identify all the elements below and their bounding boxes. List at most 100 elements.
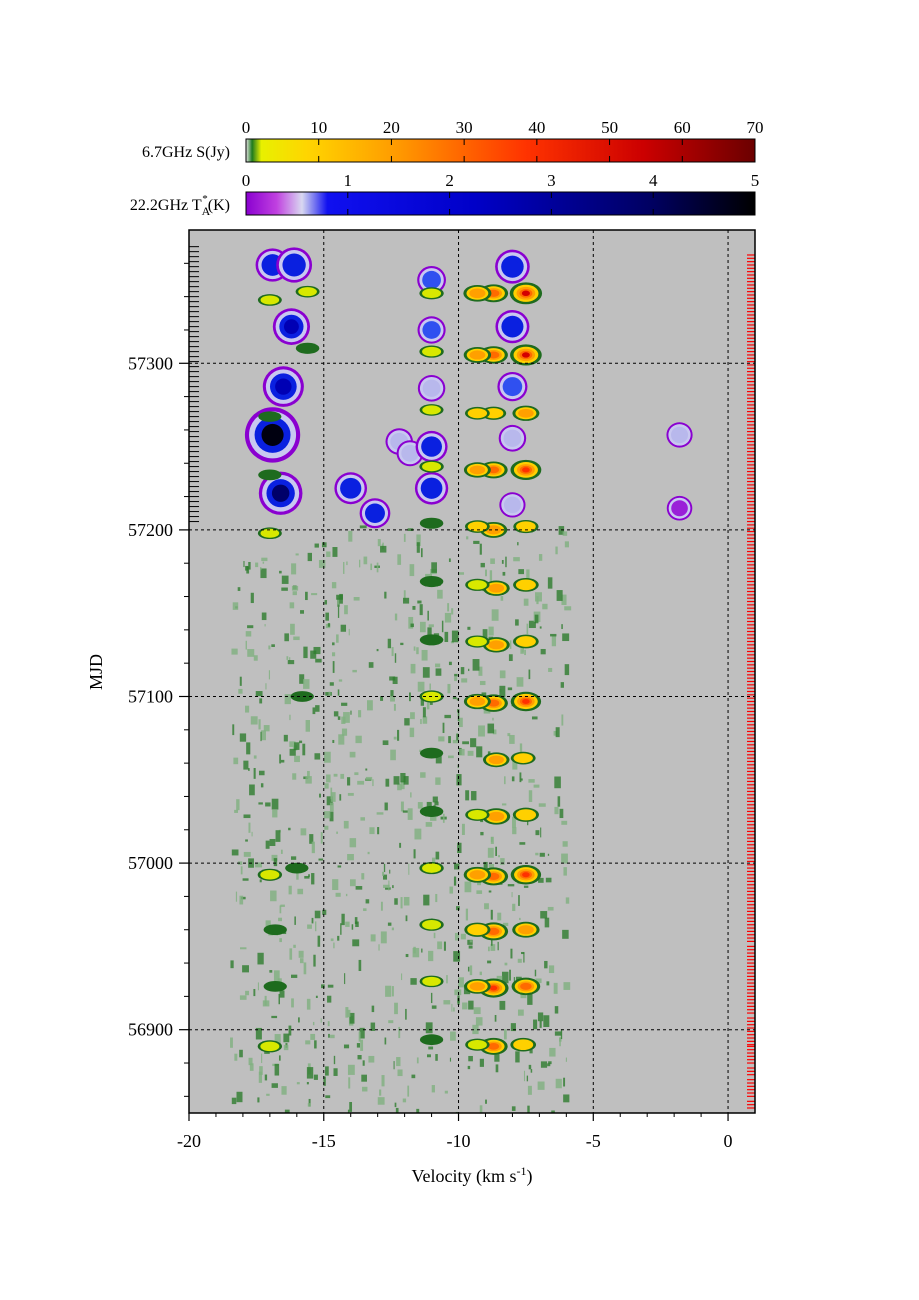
methanol-noise-mark bbox=[524, 649, 526, 656]
methanol-noise-mark bbox=[289, 948, 293, 960]
methanol-noise-mark bbox=[479, 680, 486, 686]
methanol-noise-mark bbox=[327, 1021, 330, 1027]
methanol-maser-feature bbox=[260, 1041, 280, 1052]
methanol-noise-mark bbox=[240, 896, 246, 900]
methanol-noise-mark bbox=[353, 597, 360, 601]
methanol-maser-feature bbox=[471, 289, 483, 297]
methanol-noise-mark bbox=[255, 1027, 262, 1040]
methanol-noise-mark bbox=[453, 951, 461, 962]
methanol-noise-mark bbox=[528, 790, 533, 802]
methanol-noise-mark bbox=[545, 877, 552, 883]
methanol-noise-mark bbox=[273, 970, 280, 982]
water-maser-feature bbox=[424, 481, 439, 495]
colorbar-tick-label: 50 bbox=[601, 118, 618, 137]
methanol-noise-mark bbox=[539, 1020, 542, 1028]
methanol-noise-mark bbox=[380, 695, 384, 701]
methanol-noise-mark bbox=[344, 973, 346, 985]
methanol-maser-feature bbox=[290, 691, 314, 702]
methanol-noise-mark bbox=[251, 831, 253, 837]
methanol-noise-mark bbox=[556, 590, 563, 601]
methanol-noise-mark bbox=[471, 791, 477, 801]
methanol-noise-mark bbox=[410, 792, 412, 798]
methanol-noise-mark bbox=[417, 681, 425, 692]
methanol-noise-mark bbox=[400, 642, 404, 646]
methanol-noise-mark bbox=[261, 612, 267, 621]
methanol-noise-mark bbox=[264, 1051, 270, 1054]
methanol-noise-mark bbox=[363, 556, 368, 565]
methanol-noise-mark bbox=[358, 959, 362, 972]
methanol-noise-mark bbox=[308, 874, 310, 877]
methanol-maser-feature bbox=[518, 637, 534, 646]
methanol-noise-mark bbox=[341, 716, 346, 724]
methanol-noise-mark bbox=[314, 1040, 317, 1049]
methanol-noise-mark bbox=[512, 757, 518, 770]
methanol-maser-feature bbox=[419, 517, 444, 529]
methanol-noise-mark bbox=[346, 561, 348, 566]
methanol-noise-mark bbox=[325, 1066, 329, 1076]
methanol-noise-mark bbox=[377, 539, 381, 547]
methanol-noise-mark bbox=[565, 1057, 567, 1062]
methanol-noise-mark bbox=[340, 923, 342, 935]
methanol-noise-mark bbox=[260, 568, 267, 579]
methanol-noise-mark bbox=[249, 1063, 254, 1071]
methanol-noise-mark bbox=[257, 1097, 260, 1103]
methanol-noise-mark bbox=[485, 1099, 487, 1104]
methanol-noise-mark bbox=[410, 712, 415, 720]
methanol-noise-mark bbox=[456, 774, 462, 786]
methanol-noise-mark bbox=[281, 1086, 287, 1095]
methanol-noise-mark bbox=[248, 1057, 253, 1066]
methanol-noise-mark bbox=[554, 1006, 559, 1014]
methanol-noise-mark bbox=[487, 960, 492, 964]
methanol-noise-mark bbox=[376, 562, 379, 573]
methanol-noise-mark bbox=[234, 1053, 238, 1061]
methanol-noise-mark bbox=[245, 990, 250, 996]
methanol-noise-mark bbox=[338, 679, 343, 682]
methanol-noise-mark bbox=[431, 562, 437, 573]
methanol-noise-mark bbox=[488, 626, 494, 636]
methanol-noise-mark bbox=[370, 934, 376, 942]
methanol-noise-mark bbox=[281, 759, 285, 763]
methanol-noise-mark bbox=[534, 969, 537, 977]
methanol-noise-mark bbox=[442, 722, 445, 733]
methanol-noise-mark bbox=[311, 841, 315, 854]
methanol-noise-mark bbox=[307, 770, 310, 779]
methanol-noise-mark bbox=[540, 827, 542, 838]
methanol-noise-mark bbox=[341, 913, 345, 926]
methanol-noise-mark bbox=[295, 553, 299, 556]
methanol-noise-mark bbox=[348, 530, 353, 542]
methanol-noise-mark bbox=[323, 1076, 326, 1086]
water-maser-feature bbox=[286, 257, 302, 273]
methanol-noise-mark bbox=[305, 776, 312, 784]
methanol-noise-mark bbox=[487, 847, 494, 858]
methanol-noise-mark bbox=[416, 1108, 420, 1113]
methanol-noise-mark bbox=[492, 729, 497, 735]
methanol-noise-mark bbox=[248, 822, 251, 833]
methanol-noise-mark bbox=[261, 730, 266, 741]
methanol-noise-mark bbox=[326, 796, 333, 806]
methanol-noise-mark bbox=[394, 1002, 398, 1015]
methanol-noise-mark bbox=[335, 892, 341, 897]
colorbar-tick-label: 60 bbox=[674, 118, 691, 137]
methanol-noise-mark bbox=[410, 978, 417, 985]
methanol-noise-mark bbox=[248, 561, 251, 570]
colorbar-6.7ghz-label: 6.7GHz S(Jy) bbox=[142, 144, 230, 161]
methanol-noise-mark bbox=[425, 1022, 433, 1034]
methanol-noise-mark bbox=[408, 616, 414, 629]
colorbar-22.2ghz-ramp bbox=[245, 191, 756, 216]
methanol-noise-mark bbox=[384, 1037, 387, 1045]
methanol-noise-mark bbox=[431, 1085, 435, 1093]
methanol-maser-feature bbox=[488, 583, 505, 593]
methanol-noise-mark bbox=[383, 884, 390, 889]
methanol-noise-mark bbox=[502, 922, 509, 927]
methanol-noise-mark bbox=[264, 624, 266, 627]
methanol-noise-mark bbox=[554, 806, 559, 815]
methanol-noise-mark bbox=[444, 612, 452, 623]
methanol-noise-mark bbox=[519, 917, 521, 921]
methanol-noise-mark bbox=[515, 619, 519, 626]
methanol-noise-mark bbox=[323, 811, 331, 819]
methanol-noise-mark bbox=[393, 703, 396, 711]
methanol-noise-mark bbox=[523, 598, 529, 606]
methanol-noise-mark bbox=[343, 820, 349, 829]
methanol-noise-mark bbox=[489, 570, 493, 582]
methanol-noise-mark bbox=[288, 1025, 292, 1036]
